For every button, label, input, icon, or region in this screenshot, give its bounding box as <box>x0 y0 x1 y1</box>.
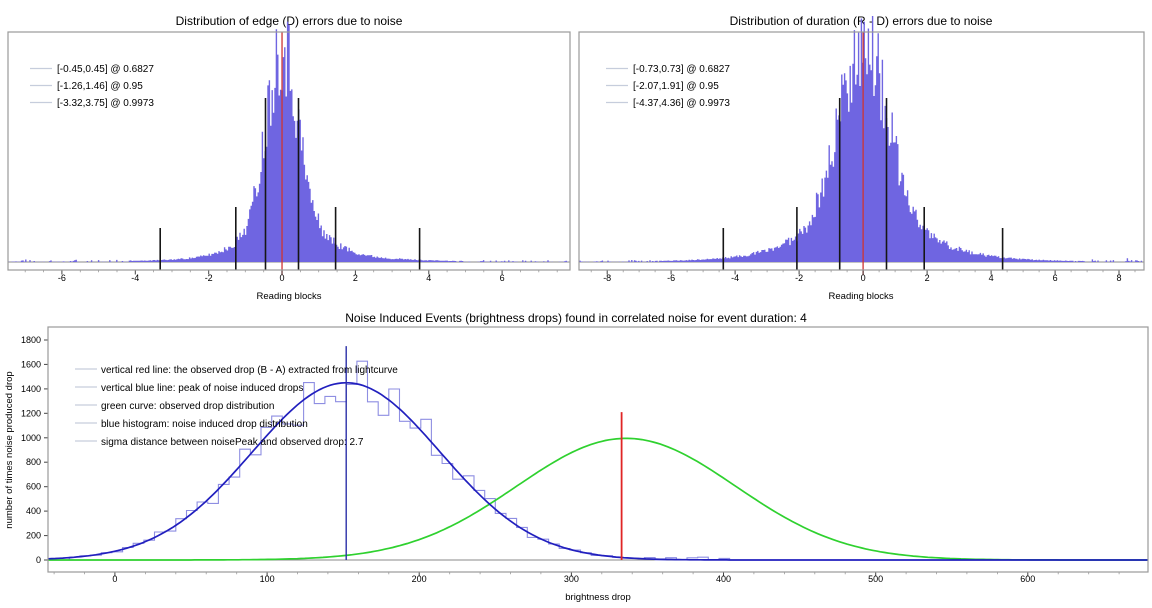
legend-item: green curve: observed drop distribution <box>101 401 274 412</box>
x-tick-label: 8 <box>1116 273 1121 283</box>
x-tick-label: 400 <box>716 574 731 584</box>
x-axis-label: brightness drop <box>565 592 630 603</box>
x-axis-ticks: -6 -4 -2 0 2 4 6 <box>24 270 558 283</box>
x-tick-label: 2 <box>925 273 930 283</box>
plot-frame <box>7 31 571 271</box>
plot-area: -6 -4 -2 0 2 4 6 <box>7 21 571 283</box>
legend: [-0.45,0.45] @ 0.6827 [-1.26,1.46] @ 0.9… <box>30 64 154 109</box>
y-tick-label: 1000 <box>21 433 41 443</box>
x-tick-label: 100 <box>260 574 275 584</box>
legend: [-0.73,0.73] @ 0.6827 [-2.07,1.91] @ 0.9… <box>606 64 730 109</box>
plot-frame <box>578 31 1145 271</box>
legend-item: vertical red line: the observed drop (B … <box>101 365 398 376</box>
x-axis-ticks: -8 -6 -4 -2 0 2 4 6 8 <box>590 270 1136 283</box>
confidence-interval-lines <box>159 98 421 270</box>
x-tick-label: 300 <box>564 574 579 584</box>
chart-title: Distribution of edge (D) errors due to n… <box>176 14 403 28</box>
duration-error-distribution-chart: Distribution of duration (R - D) errors … <box>578 14 1145 302</box>
observed-drop-curve <box>48 437 1148 561</box>
x-axis-label: Reading blocks <box>829 291 894 302</box>
noise-induced-events-chart: Noise Induced Events (brightness drops) … <box>4 311 1149 603</box>
legend-item: [-4.37,4.36] @ 0.9973 <box>633 98 730 109</box>
plot-area: 0 100 200 300 400 500 600 0 200 400 600 800 1000 1200… <box>21 326 1149 584</box>
legend-item: [-3.32,3.75] @ 0.9973 <box>57 98 154 109</box>
y-tick-label: 600 <box>26 482 41 492</box>
noise-fit-curve <box>47 381 1148 561</box>
x-tick-label: 2 <box>353 273 358 283</box>
legend-item: blue histogram: noise induced drop distr… <box>101 419 308 430</box>
legend: vertical red line: the observed drop (B … <box>75 365 398 448</box>
x-tick-label: 4 <box>426 273 431 283</box>
chart-title: Noise Induced Events (brightness drops) … <box>345 311 807 325</box>
plot-frame <box>47 326 1149 573</box>
x-tick-label: 6 <box>1053 273 1058 283</box>
legend-item: [-1.26,1.46] @ 0.95 <box>57 81 143 92</box>
legend-item: [-0.45,0.45] @ 0.6827 <box>57 64 154 75</box>
y-tick-label: 800 <box>26 457 41 467</box>
x-tick-label: 0 <box>279 273 284 283</box>
y-axis-label: number of times noise produced drop <box>4 371 15 528</box>
x-tick-label: 0 <box>861 273 866 283</box>
histogram-bars <box>8 21 569 262</box>
plot-area: -8 -6 -4 -2 0 2 4 6 8 <box>578 16 1145 283</box>
y-tick-label: 1200 <box>21 408 41 418</box>
x-axis-label: Reading blocks <box>257 291 322 302</box>
confidence-interval-lines <box>722 98 1004 270</box>
x-tick-label: 0 <box>112 574 117 584</box>
edge-error-distribution-chart: Distribution of edge (D) errors due to n… <box>7 14 571 302</box>
y-axis-ticks: 0 200 400 600 800 1000 1200 1400 1600 1800 <box>21 335 48 565</box>
x-tick-label: 500 <box>868 574 883 584</box>
y-tick-label: 1600 <box>21 359 41 369</box>
legend-item: [-0.73,0.73] @ 0.6827 <box>633 64 730 75</box>
x-axis-ticks: 0 100 200 300 400 500 600 <box>53 572 1120 584</box>
legend-item: vertical blue line: peak of noise induce… <box>101 383 303 394</box>
y-tick-label: 200 <box>26 531 41 541</box>
legend-item: [-2.07,1.91] @ 0.95 <box>633 81 719 92</box>
x-tick-label: -4 <box>731 273 739 283</box>
x-tick-label: -8 <box>603 273 611 283</box>
x-tick-label: 600 <box>1020 574 1035 584</box>
y-tick-label: 400 <box>26 506 41 516</box>
legend-item: sigma distance between noisePeak and obs… <box>101 437 364 448</box>
x-tick-label: -4 <box>131 273 139 283</box>
x-tick-label: -2 <box>205 273 213 283</box>
x-tick-label: 4 <box>989 273 994 283</box>
x-tick-label: -6 <box>58 273 66 283</box>
x-tick-label: 200 <box>412 574 427 584</box>
x-tick-label: -2 <box>795 273 803 283</box>
y-tick-label: 0 <box>36 555 41 565</box>
x-tick-label: 6 <box>500 273 505 283</box>
histogram-bars <box>579 16 1143 262</box>
x-tick-label: -6 <box>667 273 675 283</box>
y-tick-label: 1400 <box>21 384 41 394</box>
y-tick-label: 1800 <box>21 335 41 345</box>
